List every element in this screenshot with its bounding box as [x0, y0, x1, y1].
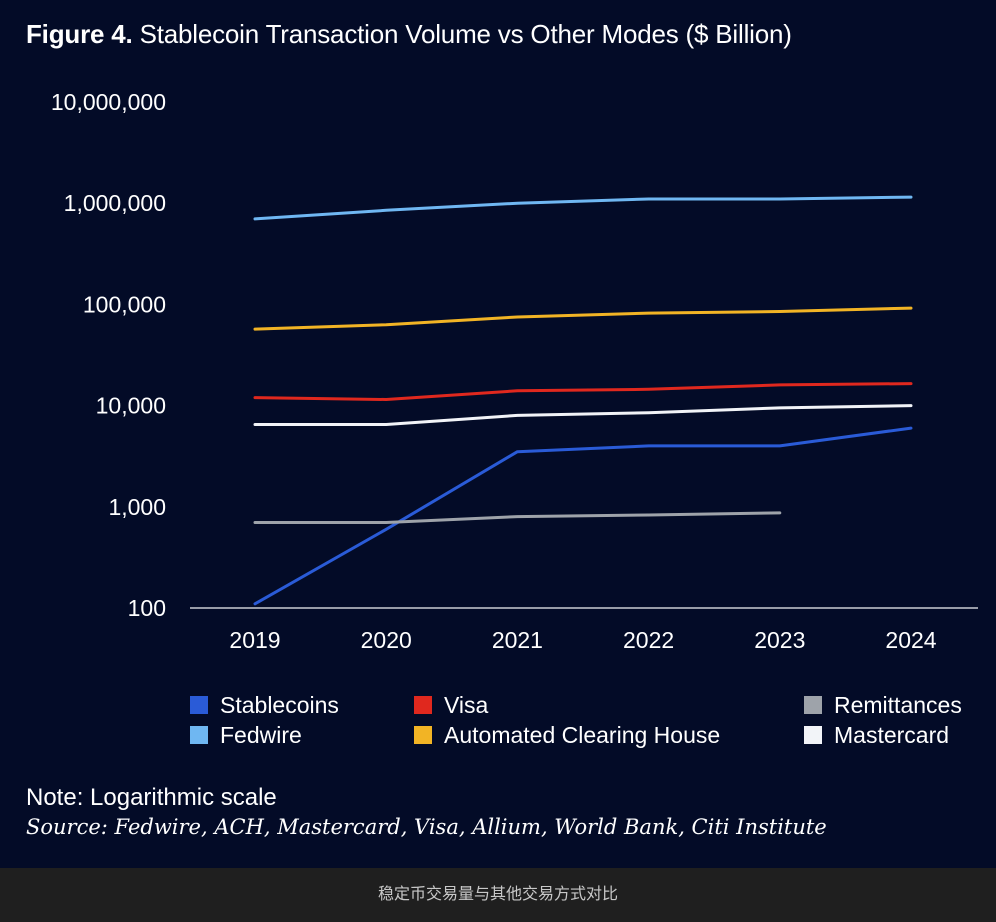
legend-label: Mastercard [834, 721, 950, 748]
line-chart: 100 1,000 10,000 100,000 1,000,000 10,000,000… [51, 89, 978, 653]
y-tick-label: 1,000 [108, 494, 166, 520]
chart-source: Source: Fedwire, ACH, Mastercard, Visa, … [26, 815, 827, 839]
series-line-visa [253, 382, 913, 401]
legend-swatch [804, 726, 822, 744]
series-line-remittances [253, 511, 782, 524]
legend-swatch [414, 726, 432, 744]
legend-item-remittances: Remittances [804, 691, 962, 719]
y-tick-label: 100,000 [83, 291, 166, 317]
chart-note: Note: Logarithmic scale [26, 784, 277, 811]
legend-label: Visa [444, 691, 489, 718]
x-tick-label: 2022 [623, 627, 674, 653]
y-tick-label: 1,000,000 [64, 190, 166, 216]
legend-label: Automated Clearing House [444, 721, 721, 748]
figure-label: Figure 4. [26, 19, 133, 49]
x-tick-label: 2023 [754, 627, 805, 653]
x-tick-label: 2020 [361, 627, 412, 653]
x-tick-label: 2021 [492, 627, 543, 653]
x-tick-label: 2019 [229, 627, 280, 653]
chart-title: Figure 4. Stablecoin Transaction Volume … [26, 19, 792, 50]
image-caption: 稳定币交易量与其他交易方式对比 [0, 868, 996, 922]
series-line-mastercard [253, 404, 913, 426]
legend-item-visa: Visa [414, 691, 488, 719]
series-lines [253, 195, 913, 606]
legend-item-mastercard: Mastercard [804, 721, 949, 749]
legend-swatch [414, 696, 432, 714]
chart-legend: Stablecoins Fedwire Visa Automated Clearing… [190, 691, 962, 749]
legend-item-fedwire: Fedwire [190, 721, 302, 749]
figure-title-text: Stablecoin Transaction Volume vs Other M… [139, 19, 792, 49]
legend-item-stablecoins: Stablecoins [190, 691, 339, 719]
legend-swatch [190, 726, 208, 744]
y-tick-label: 100 [128, 595, 166, 621]
y-tick-label: 10,000 [96, 393, 166, 419]
legend-label: Stablecoins [220, 691, 339, 718]
legend-label: Fedwire [220, 721, 302, 748]
legend-label: Remittances [834, 691, 962, 718]
series-line-automated-clearing-house [253, 306, 913, 331]
legend-swatch [190, 696, 208, 714]
series-line-fedwire [253, 195, 913, 221]
chart-figure: Figure 4. Stablecoin Transaction Volume … [0, 0, 996, 868]
y-axis-ticks: 100 1,000 10,000 100,000 1,000,000 10,000,000 [51, 89, 166, 621]
legend-item-automated-clearing-house: Automated Clearing House [414, 721, 720, 749]
x-tick-label: 2024 [885, 627, 936, 653]
x-axis-ticks: 2019 2020 2021 2022 2023 2024 [229, 627, 936, 653]
y-tick-label: 10,000,000 [51, 89, 166, 115]
series-line-stablecoins [253, 426, 913, 606]
legend-swatch [804, 696, 822, 714]
